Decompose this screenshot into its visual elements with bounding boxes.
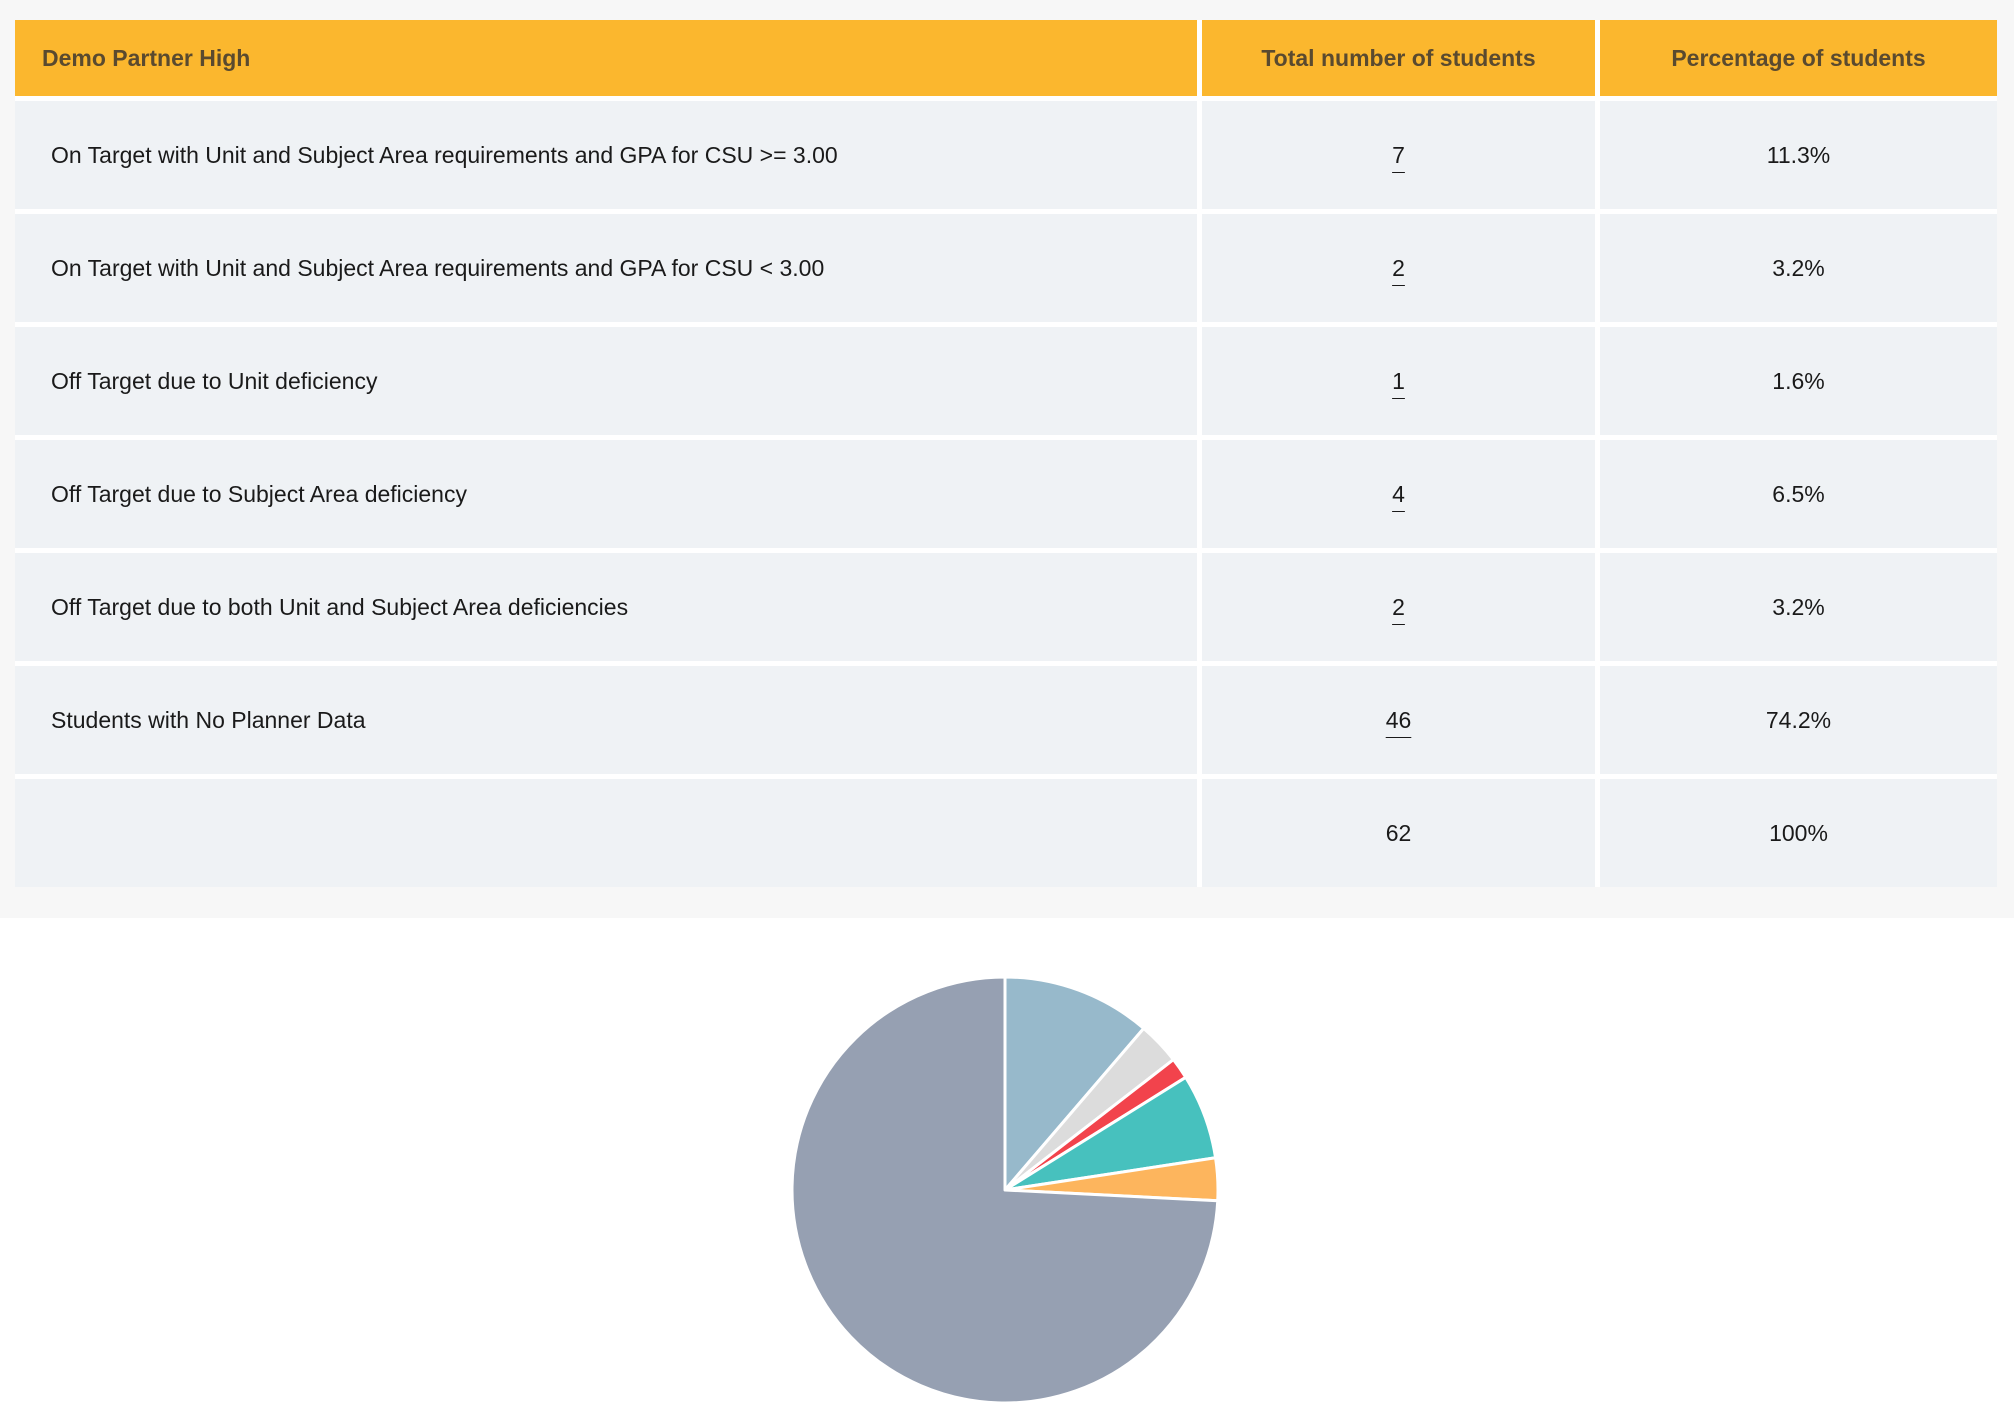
- row-percentage: 6.5%: [1600, 440, 1997, 553]
- row-percentage: 1.6%: [1600, 327, 1997, 440]
- pie-slice-0[interactable]: [1003, 975, 1146, 1192]
- student-count-link[interactable]: 7: [1392, 141, 1405, 168]
- row-percentage: 3.2%: [1600, 553, 1997, 666]
- header-percentage-students: Percentage of students: [1600, 20, 1997, 101]
- row-percentage: 3.2%: [1600, 214, 1997, 327]
- header-school-name: Demo Partner High: [15, 20, 1202, 101]
- row-label: Off Target due to Subject Area deficienc…: [15, 440, 1202, 553]
- row-label: Students with No Planner Data: [15, 666, 1202, 779]
- student-count-link[interactable]: 4: [1392, 480, 1405, 507]
- table-header-row: Demo Partner High Total number of studen…: [15, 20, 1997, 101]
- table-row: On Target with Unit and Subject Area req…: [15, 101, 1997, 214]
- pie-chart-area: [0, 918, 2014, 1414]
- student-count-link[interactable]: 1: [1392, 367, 1405, 394]
- row-percentage: 74.2%: [1600, 666, 1997, 779]
- student-count-link[interactable]: 2: [1392, 254, 1405, 281]
- row-label: Off Target due to Unit deficiency: [15, 327, 1202, 440]
- row-label: Off Target due to both Unit and Subject …: [15, 553, 1202, 666]
- table-row: Off Target due to both Unit and Subject …: [15, 553, 1997, 666]
- students-summary-table: Demo Partner High Total number of studen…: [15, 20, 1997, 887]
- row-percentage: 11.3%: [1600, 101, 1997, 214]
- totals-row: 62 100%: [15, 779, 1997, 887]
- student-count-link[interactable]: 46: [1385, 706, 1412, 733]
- table-row: Students with No Planner Data 46 74.2%: [15, 666, 1997, 779]
- student-count-link[interactable]: 2: [1392, 593, 1405, 620]
- table-row: Off Target due to Subject Area deficienc…: [15, 440, 1997, 553]
- row-label: On Target with Unit and Subject Area req…: [15, 101, 1202, 214]
- totals-count: 62: [1202, 779, 1600, 887]
- totals-label: [15, 779, 1202, 887]
- row-label: On Target with Unit and Subject Area req…: [15, 214, 1202, 327]
- table-row: Off Target due to Unit deficiency 1 1.6%: [15, 327, 1997, 440]
- header-total-students: Total number of students: [1202, 20, 1600, 101]
- students-pie-chart: [790, 975, 1220, 1405]
- totals-percentage: 100%: [1600, 779, 1997, 887]
- report-panel: Demo Partner High Total number of studen…: [15, 20, 1997, 887]
- pie-slice-5[interactable]: [790, 975, 1220, 1405]
- table-row: On Target with Unit and Subject Area req…: [15, 214, 1997, 327]
